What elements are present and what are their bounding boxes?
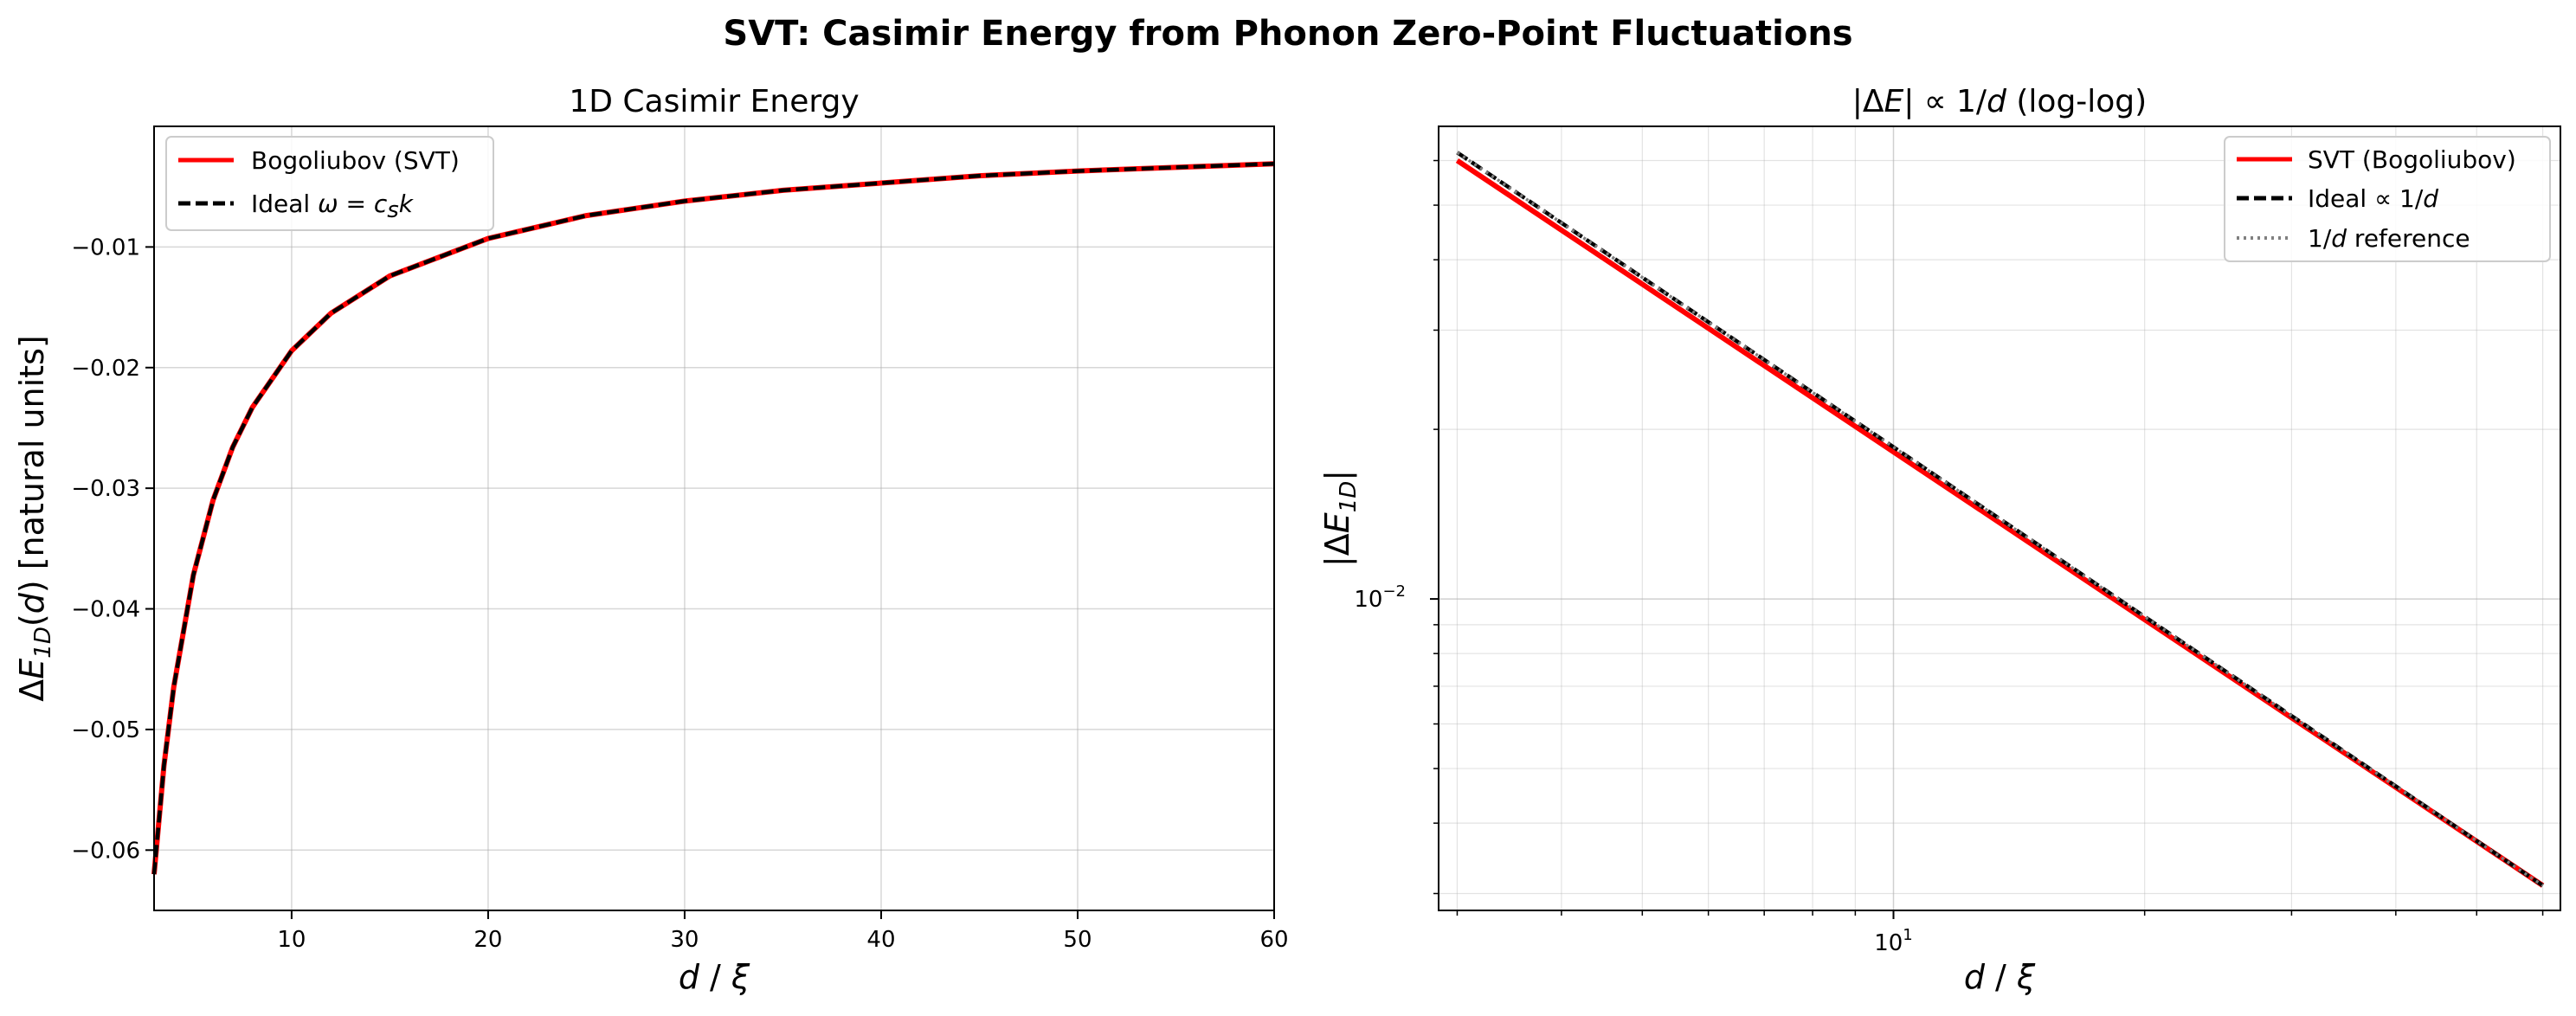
right-ticks: 101 10−2 (1354, 159, 2544, 956)
right-legend-box (2224, 136, 2551, 262)
figure-suptitle: SVT: Casimir Energy from Phonon Zero-Poi… (723, 14, 1852, 54)
left-x-tick-label: 10 (277, 927, 306, 953)
legend-label-ideal: Ideal ω = csk (251, 190, 415, 223)
left-y-tick-label: −0.04 (71, 597, 140, 623)
left-y-tick-label: −0.01 (71, 235, 140, 260)
left-x-tick-label: 20 (473, 927, 502, 953)
left-series-line-0 (151, 161, 1275, 875)
right-series-line-1 (1456, 151, 2544, 888)
left-x-axis-label: d / ξ (679, 958, 750, 996)
left-x-tick-label: 50 (1063, 927, 1092, 953)
left-panel-1d-casimir: 1D Casimir Energy 10 20 30 40 50 60 −0.06 −0.05… (13, 84, 1289, 996)
left-ticks: 10 20 30 40 50 60 −0.06 −0.05 −0.04 −0.03 −0.02 −0.… (71, 235, 1288, 953)
left-y-tick-label: −0.02 (71, 356, 140, 382)
legend-label-bogoliubov: Bogoliubov (SVT) (251, 146, 460, 175)
right-x-axis-label: d / ξ (1964, 958, 2036, 996)
left-legend: Bogoliubov (SVT) Ideal ω = csk (165, 136, 494, 231)
right-legend: SVT (Bogoliubov) Ideal ∝ 1/d 1/d referen… (2224, 136, 2551, 262)
right-y-tick-label: 10−2 (1354, 582, 1406, 613)
left-x-tick-label: 60 (1259, 927, 1288, 953)
right-panel-title: |ΔE| ∝ 1/d (log-log) (1852, 84, 2147, 119)
legend-label-svt: SVT (Bogoliubov) (2308, 145, 2516, 174)
left-legend-box (165, 136, 494, 231)
left-series-line-1 (151, 161, 1275, 875)
left-series-lines (151, 161, 1275, 875)
left-x-tick-label: 30 (670, 927, 699, 953)
right-y-axis-label: |ΔE1D| (1318, 470, 1362, 567)
left-panel-title: 1D Casimir Energy (569, 84, 859, 119)
legend-label-ideal-1d: Ideal ∝ 1/d (2308, 184, 2438, 213)
left-x-tick-label: 40 (866, 927, 895, 953)
right-x-tick-label: 101 (1874, 926, 1913, 956)
left-axes-frame (153, 125, 1275, 911)
right-series-lines (1455, 151, 2545, 888)
left-grid (154, 126, 1275, 910)
left-y-tick-label: −0.03 (71, 476, 140, 502)
right-axes-frame (1438, 125, 2561, 911)
right-panel-loglog: |ΔE| ∝ 1/d (log-log) 101 10−2 d / ξ |ΔE1D… (1318, 84, 2561, 996)
legend-label-reference: 1/d reference (2308, 224, 2470, 253)
left-y-tick-label: −0.05 (71, 717, 140, 743)
left-y-tick-label: −0.06 (71, 838, 140, 864)
left-y-axis-label: ΔE1D(d) [natural units] (13, 335, 56, 701)
right-grid (1439, 126, 2560, 910)
